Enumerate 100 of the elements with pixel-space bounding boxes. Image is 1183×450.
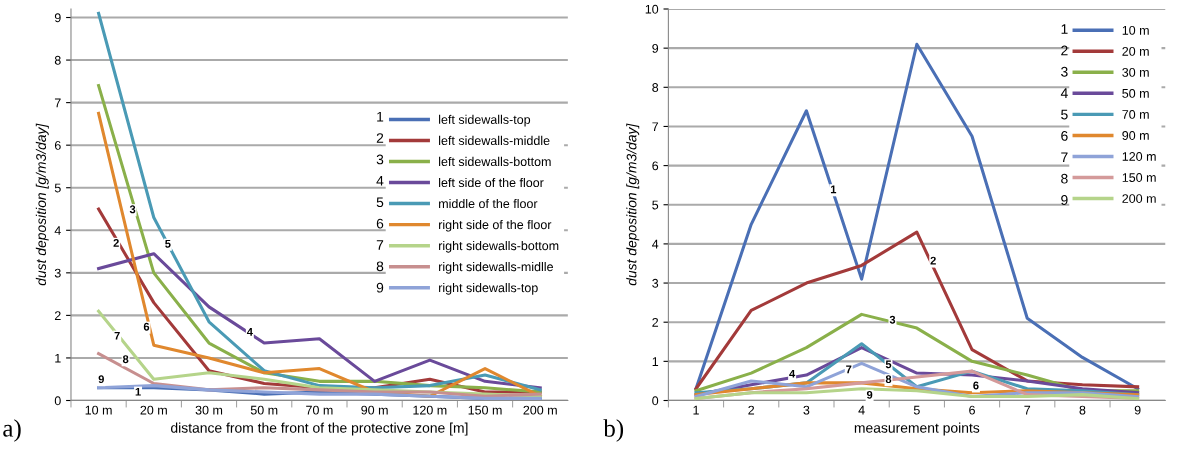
y-tick-label: 3 — [54, 268, 61, 278]
x-tick-label: 8 — [1079, 405, 1086, 415]
annotation: 6 — [376, 218, 384, 229]
annotation: 5 — [165, 239, 171, 248]
x-axis-title: measurement points — [854, 422, 980, 436]
y-tick-label: 0 — [54, 396, 61, 406]
legend-label: middle of the floor — [439, 198, 538, 209]
x-tick-label: 9 — [1134, 405, 1141, 415]
annotation: 1 — [377, 111, 384, 122]
y-tick-label: 2 — [652, 318, 659, 327]
x-tick-label: 7 — [1024, 405, 1031, 415]
annotation: 1 — [1061, 24, 1068, 34]
y-tick-label: 3 — [652, 278, 659, 288]
x-tick-label: 90 m — [361, 405, 388, 415]
y-tick-label: 5 — [54, 183, 61, 193]
annotation: 4 — [1060, 88, 1068, 98]
legend-label: 10 m — [1122, 25, 1149, 35]
legend-label: right sidewalls-midlle — [439, 262, 553, 274]
legend-label: left sidewalls-top — [439, 114, 531, 127]
annotation: 6 — [1061, 130, 1068, 141]
legend-label: 150 m — [1122, 173, 1156, 182]
annotation: 9 — [866, 390, 873, 399]
y-tick-label: 8 — [652, 83, 659, 92]
x-tick-label: 50 m — [250, 405, 278, 415]
x-tick-label: 4 — [858, 405, 865, 415]
text: b) — [603, 419, 624, 442]
x-tick-label: 20 m — [140, 405, 167, 415]
annotation: 9 — [1061, 195, 1068, 205]
x-tick-label: 2 — [748, 405, 755, 415]
y-tick-label: 6 — [652, 161, 659, 171]
annotation: 9 — [376, 282, 384, 293]
x-axis-title: distance from the front of the protective zone [m] — [171, 422, 468, 436]
annotation: 2 — [113, 239, 119, 247]
legend-label: 200 m — [1122, 194, 1156, 203]
annotation: 7 — [846, 365, 852, 374]
annotation: 5 — [1061, 109, 1068, 120]
annotation: 1 — [135, 387, 141, 396]
annotation: 2 — [930, 256, 936, 265]
x-tick-label: 200 m — [523, 405, 557, 415]
annotation: 2 — [1061, 45, 1068, 56]
y-tick-label: 7 — [652, 122, 659, 131]
annotation: 8 — [885, 375, 892, 384]
annotation: 3 — [1061, 66, 1068, 77]
y-tick-label: 0 — [652, 396, 659, 406]
annotation: 5 — [885, 360, 892, 369]
annotation: 3 — [376, 154, 384, 165]
annotation: 8 — [1061, 173, 1068, 184]
annotation: 4 — [789, 369, 796, 378]
x-tick-label: 3 — [803, 405, 810, 415]
legend-label: 20 m — [1122, 46, 1149, 56]
y-tick-label: 6 — [54, 140, 61, 150]
legend-label: left sidewalls-middle — [439, 135, 550, 146]
annotation: 7 — [114, 331, 120, 340]
legend-label: 50 m — [1122, 88, 1149, 98]
x-tick-label: 120 m — [413, 405, 447, 415]
x-tick-label: 6 — [969, 405, 975, 415]
annotation: 7 — [1061, 152, 1068, 163]
legend-label: 90 m — [1122, 131, 1149, 140]
legend-label: left side of the floor — [439, 177, 544, 188]
y-axis-title: dust deposition [g/m3/day] — [35, 123, 49, 286]
legend-label: left sidewalls-bottom — [439, 156, 551, 167]
y-tick-label: 1 — [55, 353, 61, 363]
annotation: 6 — [143, 322, 150, 331]
x-tick-label: 70 m — [306, 405, 333, 415]
y-tick-label: 4 — [54, 226, 61, 235]
annotation: 3 — [129, 205, 136, 214]
x-tick-label: 150 m — [468, 405, 502, 415]
legend-label: right side of the floor — [439, 219, 552, 232]
legend-label: 30 m — [1122, 67, 1149, 77]
x-tick-label: 5 — [913, 405, 920, 415]
annotation: 8 — [376, 261, 384, 272]
y-tick-label: 2 — [54, 311, 61, 320]
line-series — [694, 230, 1140, 391]
text: a) — [3, 419, 21, 442]
annotation: 4 — [246, 328, 253, 336]
y-tick-label: 5 — [652, 200, 659, 210]
legend-label: 120 m — [1122, 152, 1156, 161]
annotation: 8 — [122, 355, 129, 364]
annotation: 1 — [830, 185, 837, 194]
annotation: 9 — [98, 375, 104, 384]
y-tick-label: 9 — [652, 43, 659, 53]
x-tick-label: 30 m — [195, 405, 223, 415]
x-tick-label: 10 m — [85, 405, 112, 415]
x-tick-label: 1 — [693, 405, 699, 415]
y-tick-label: 4 — [652, 239, 659, 249]
y-tick-label: 7 — [54, 98, 61, 108]
annotation: 5 — [376, 197, 384, 208]
legend-label: right sidewalls-top — [439, 283, 538, 295]
annotation: 3 — [889, 315, 896, 324]
y-tick-label: 8 — [54, 55, 61, 65]
line-series — [694, 42, 1140, 391]
legend-label: right sidewalls-bottom — [439, 240, 559, 253]
y-tick-label: 10 — [645, 4, 659, 14]
annotation: 6 — [973, 381, 979, 390]
legend-label: 70 m — [1122, 110, 1149, 119]
annotation: 7 — [376, 240, 384, 250]
y-tick-label: 9 — [54, 13, 61, 23]
annotation: 2 — [376, 133, 384, 143]
y-axis-title: dust deposition [g/m3/day] — [626, 123, 640, 286]
annotation: 4 — [376, 176, 384, 186]
